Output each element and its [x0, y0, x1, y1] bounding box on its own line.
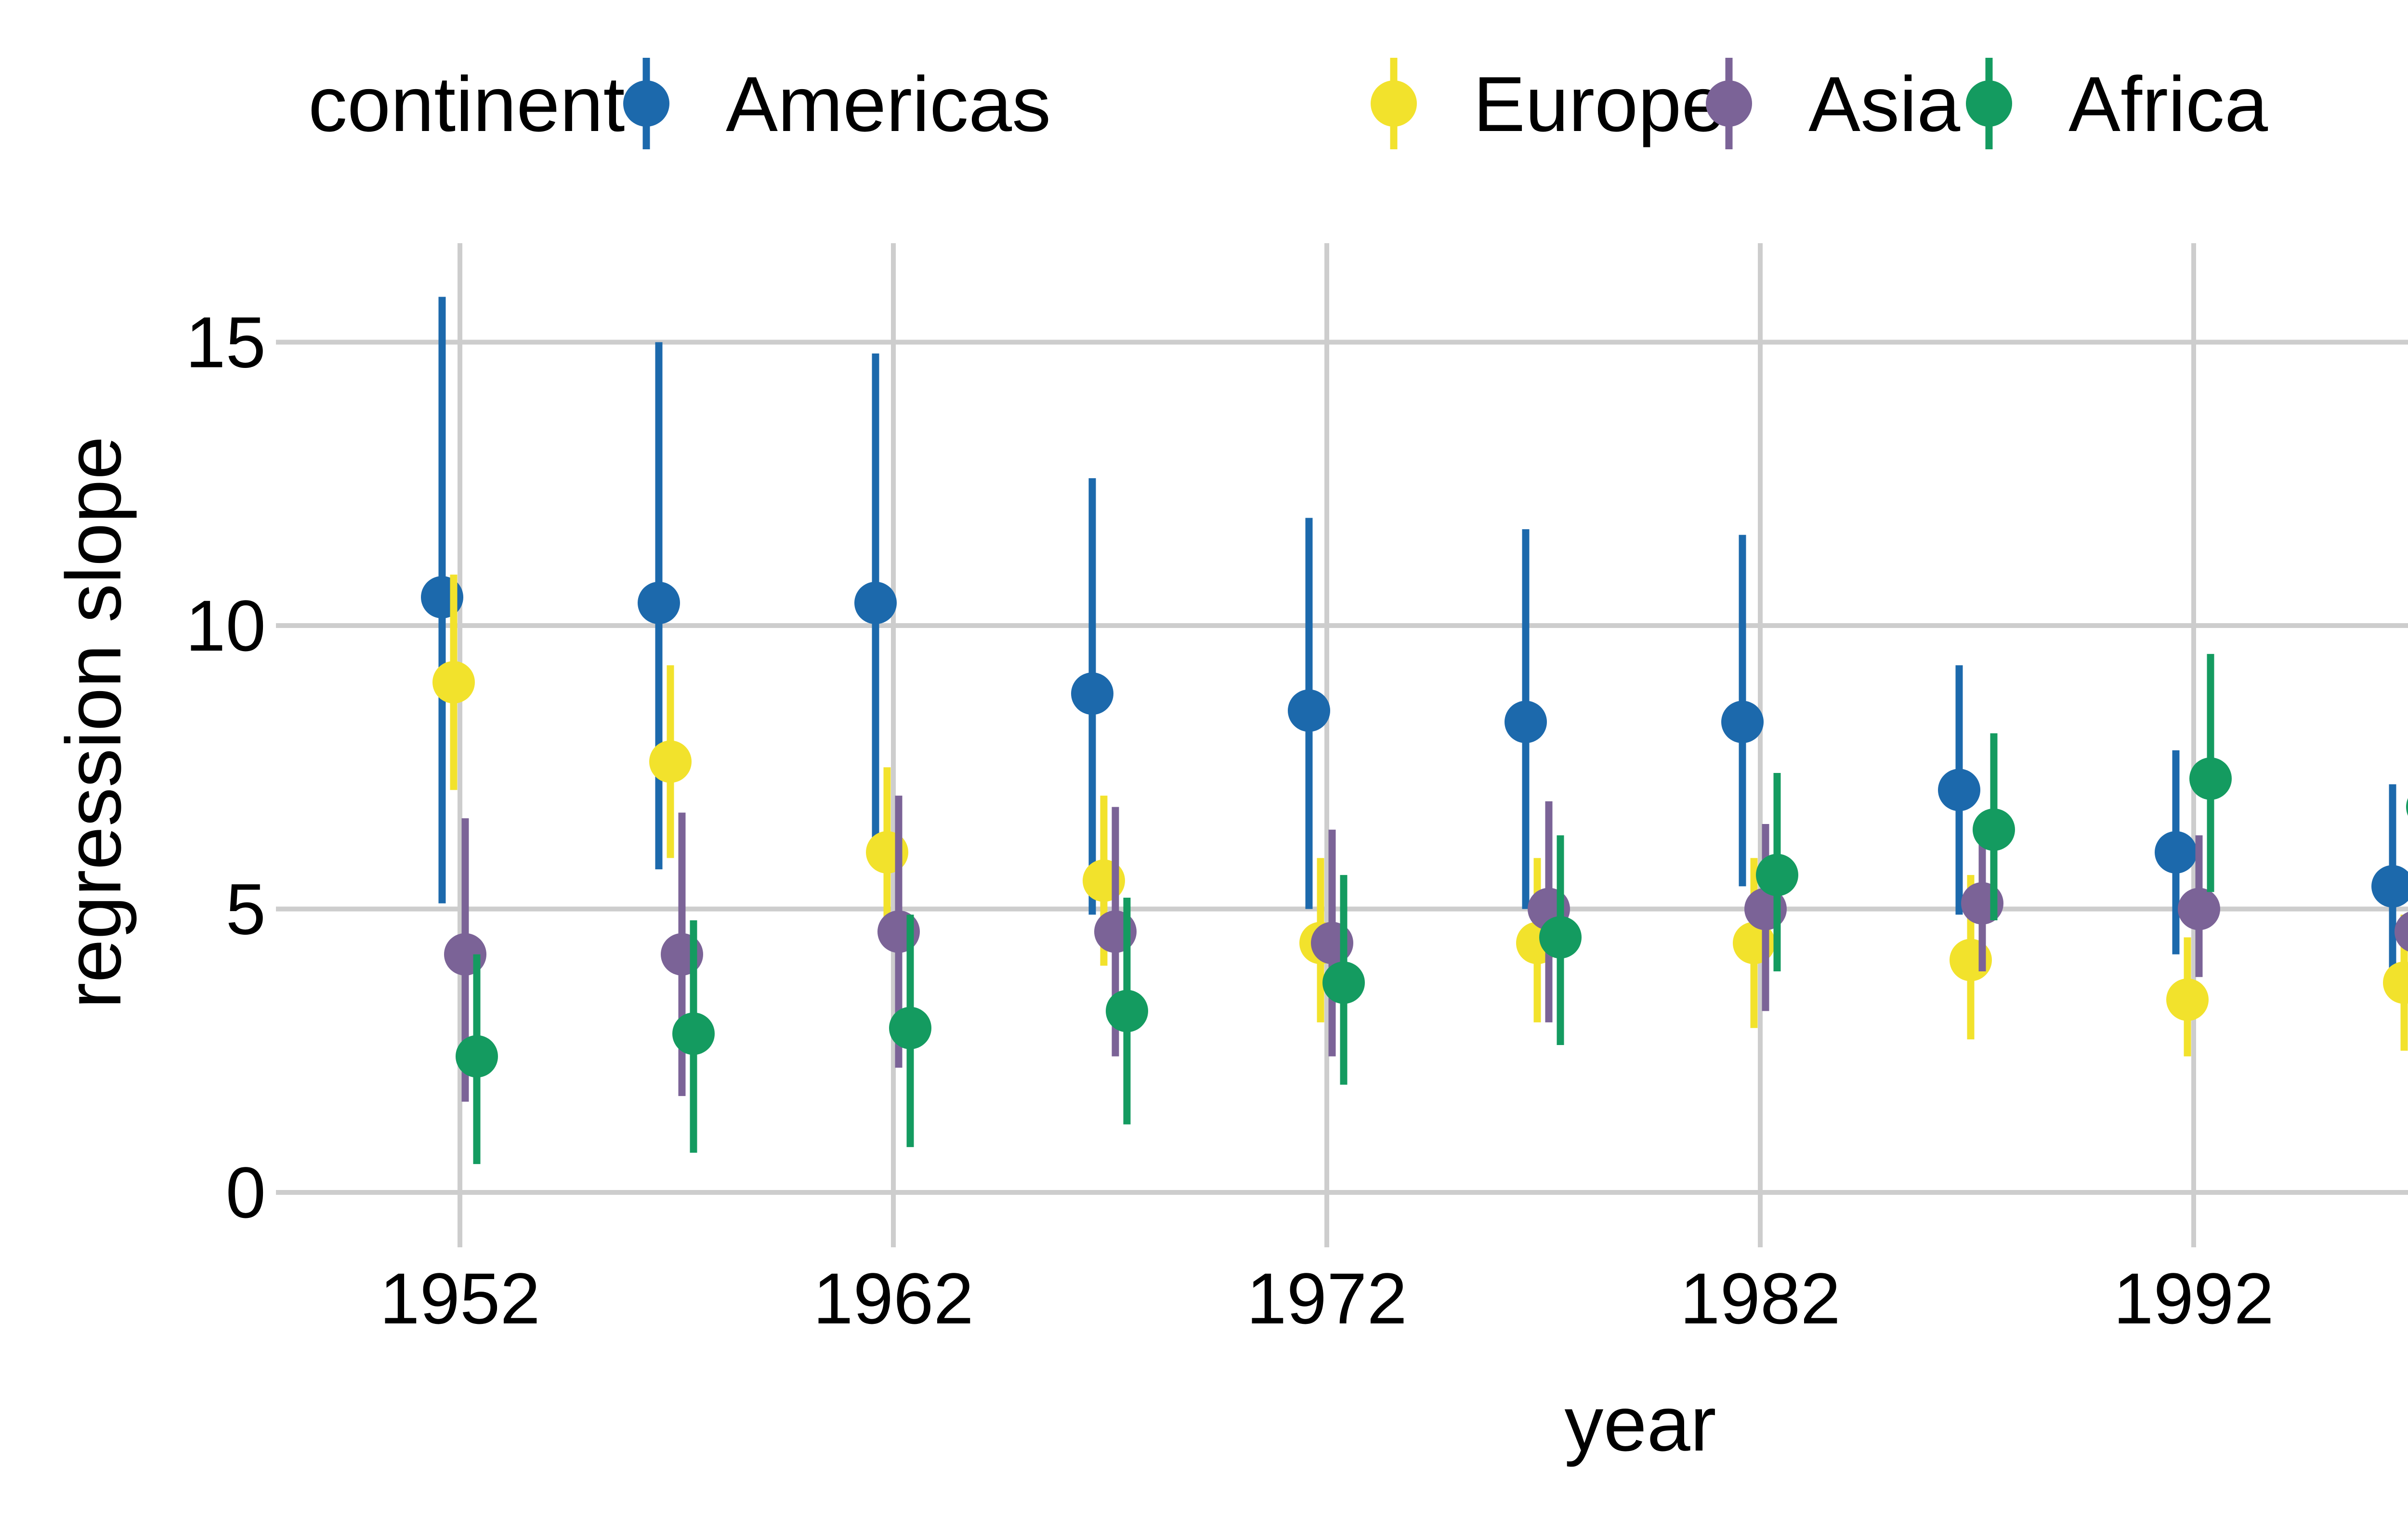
- pointrange-key-dot-icon: [1966, 80, 2012, 127]
- x-tick-label-1962: 1962: [813, 1258, 974, 1339]
- x-tick-label-1982: 1982: [1680, 1258, 1841, 1339]
- x-axis-tick-labels: 195219621972198219922002: [380, 1258, 2274, 1339]
- point-africa-1992: [2189, 757, 2232, 800]
- point-americas-1962: [854, 581, 897, 624]
- point-africa-1957: [672, 1012, 715, 1055]
- pointrange-key-dot-icon: [1371, 80, 1417, 127]
- point-asia-1997: [2395, 912, 2408, 952]
- point-europe-1997: [2383, 961, 2408, 1004]
- x-tick-label-1972: 1972: [1246, 1258, 1407, 1339]
- point-americas-1977: [1505, 701, 1547, 744]
- legend-item-africa: Africa: [1966, 58, 2268, 149]
- legend-label-europe: Europe: [1473, 61, 1725, 148]
- point-africa-1962: [889, 1007, 931, 1049]
- point-africa-1997: [2406, 798, 2408, 816]
- series-americas: [421, 297, 2408, 994]
- y-tick-label-15: 15: [185, 302, 266, 383]
- y-tick-label-5: 5: [226, 869, 266, 950]
- pointrange-marks: [421, 297, 2408, 1164]
- point-africa-1987: [1973, 808, 2015, 851]
- x-axis-title: year: [1564, 1380, 1716, 1467]
- point-americas-1957: [638, 581, 680, 624]
- point-africa-1972: [1322, 961, 1365, 1004]
- series-africa: [456, 654, 2408, 1164]
- pointrange-key-dot-icon: [1706, 80, 1752, 127]
- y-tick-label-0: 0: [226, 1152, 266, 1233]
- axis-ticks: [276, 340, 2196, 1247]
- pointrange-key-dot-icon: [623, 80, 669, 127]
- legend-title: continent: [308, 61, 625, 148]
- y-axis-title: regression slope: [50, 436, 137, 1009]
- point-americas-1987: [1938, 769, 1980, 811]
- legend-label-africa: Africa: [2068, 61, 2268, 148]
- point-americas-1972: [1288, 689, 1330, 732]
- point-americas-1992: [2155, 831, 2197, 874]
- legend-label-americas: Americas: [726, 61, 1051, 148]
- point-europe-1952: [432, 661, 475, 704]
- point-americas-1982: [1721, 701, 1764, 744]
- point-africa-1977: [1539, 916, 1582, 959]
- x-tick-label-1952: 1952: [380, 1258, 540, 1339]
- legend-item-asia: Asia: [1706, 58, 1961, 149]
- point-africa-1967: [1106, 990, 1148, 1033]
- point-americas-1967: [1071, 672, 1113, 715]
- point-africa-1952: [456, 1035, 498, 1078]
- legend-item-americas: Americas: [623, 58, 1051, 149]
- legend-label-asia: Asia: [1808, 61, 1961, 148]
- legend: continent Americas Europe Asia Africa: [308, 58, 2268, 149]
- point-americas-1997: [2371, 865, 2408, 908]
- point-asia-1992: [2178, 888, 2220, 930]
- x-tick-label-1992: 1992: [2113, 1258, 2274, 1339]
- point-africa-1982: [1756, 853, 1798, 896]
- point-europe-1957: [649, 740, 692, 783]
- y-tick-label-10: 10: [185, 585, 266, 666]
- point-europe-1992: [2166, 978, 2209, 1021]
- y-axis-tick-labels: 0 5 10 15: [185, 302, 266, 1233]
- legend-item-europe: Europe: [1371, 58, 1725, 149]
